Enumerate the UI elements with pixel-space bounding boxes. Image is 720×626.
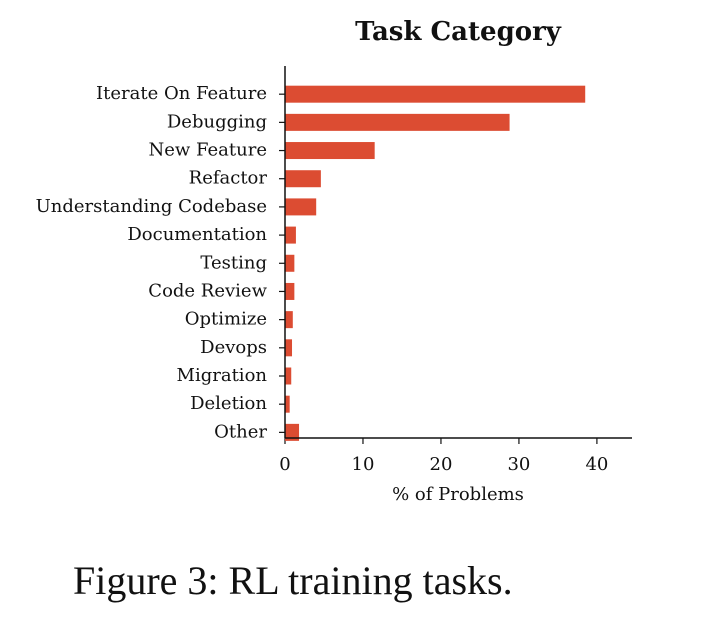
y-tick-label: New Feature — [148, 140, 267, 161]
x-tick-label: 20 — [430, 454, 453, 475]
y-tick-label: Optimize — [185, 309, 267, 330]
bar — [285, 282, 295, 300]
chart-title: Task Category — [355, 17, 562, 47]
bar — [285, 170, 321, 188]
caption: Figure 3: RL training tasks. — [73, 558, 513, 603]
bar — [285, 85, 586, 103]
bar — [285, 423, 300, 441]
y-tick-label: Iterate On Feature — [96, 83, 267, 104]
bar — [285, 311, 293, 329]
y-tick-label: Testing — [200, 252, 267, 273]
x-axis-label: % of Problems — [392, 484, 524, 505]
y-tick-label: Other — [214, 421, 267, 442]
bar — [285, 367, 292, 385]
x-tick-label: 30 — [507, 454, 530, 475]
y-tick-label: Refactor — [189, 168, 268, 189]
bar — [285, 254, 295, 272]
bar — [285, 198, 317, 216]
bar — [285, 339, 293, 357]
bar — [285, 226, 296, 244]
y-tick-label: Deletion — [190, 393, 267, 414]
x-tick-label: 40 — [585, 454, 608, 475]
y-tick-label: Migration — [177, 365, 268, 386]
y-tick-label: Understanding Codebase — [36, 196, 267, 217]
y-tick-label: Documentation — [127, 224, 267, 245]
x-tick-label: 0 — [279, 454, 290, 475]
y-tick-label: Code Review — [148, 280, 267, 301]
x-tick-label: 10 — [352, 454, 375, 475]
bar — [285, 395, 290, 413]
bar — [285, 113, 510, 131]
y-tick-label: Debugging — [167, 111, 267, 132]
y-tick-label: Devops — [200, 337, 267, 358]
bar — [285, 142, 375, 160]
